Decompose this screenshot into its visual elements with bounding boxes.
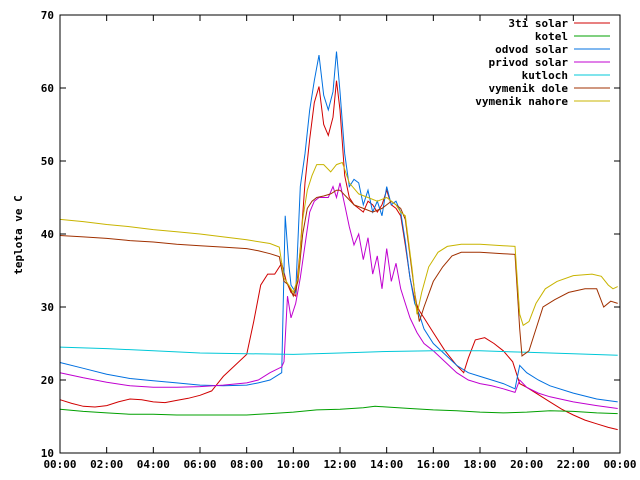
series-line-2: [59, 51, 618, 403]
x-tick-label: 06:00: [183, 458, 216, 471]
y-tick-label: 40: [41, 228, 54, 241]
y-tick-label: 50: [41, 155, 54, 168]
x-tick-label: 16:00: [417, 458, 450, 471]
ticks-layer: 10 20 30 40 50 60 70 00:00 02:00 04:00 06:00 08:00 1…: [41, 9, 637, 471]
y-tick-label: 60: [41, 82, 54, 95]
x-tick-label: 14:00: [370, 458, 403, 471]
legend-label: odvod solar: [495, 43, 568, 56]
y-tick-label: 20: [41, 374, 54, 387]
series-line-5: [59, 189, 618, 357]
x-tick-label: 00:00: [603, 458, 636, 471]
x-tick-label: 02:00: [90, 458, 123, 471]
x-tick-label: 00:00: [43, 458, 76, 471]
x-tick-label: 10:00: [277, 458, 310, 471]
x-tick-label: 22:00: [557, 458, 590, 471]
series-layer: [59, 51, 618, 431]
y-axis-label: teplota ve C: [12, 195, 25, 274]
series-line-6: [59, 161, 618, 327]
x-tick-label: 18:00: [463, 458, 496, 471]
legend-label: vymenik dole: [489, 82, 569, 95]
y-tick-label: 30: [41, 301, 54, 314]
series-line-1: [59, 405, 618, 416]
legend-label: kutloch: [522, 69, 568, 82]
series-line-3: [59, 182, 618, 409]
legend-label: 3ti solar: [508, 17, 568, 30]
legend-label: vymenik nahore: [475, 95, 568, 108]
x-tick-label: 08:00: [230, 458, 263, 471]
legend-label: kotel: [535, 30, 568, 43]
series-line-0: [59, 80, 618, 431]
y-tick-label: 10: [41, 447, 54, 460]
legend-label: privod solar: [489, 56, 569, 69]
x-tick-label: 12:00: [323, 458, 356, 471]
x-tick-label: 20:00: [510, 458, 543, 471]
x-tick-label: 04:00: [137, 458, 170, 471]
y-tick-label: 70: [41, 9, 54, 22]
